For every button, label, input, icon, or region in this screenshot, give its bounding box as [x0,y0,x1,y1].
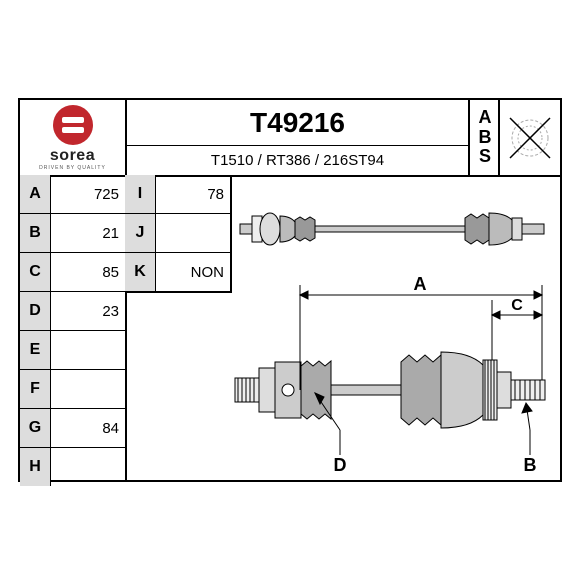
param-row: C85 [20,253,125,292]
params-mid: I78 J KNON [125,175,232,293]
param-row: KNON [125,253,230,293]
driveshaft-detail-icon [235,352,545,428]
abs-label: A B S [468,100,500,177]
logo-icon [53,105,93,145]
param-row: I78 [125,175,230,214]
param-row: B21 [20,214,125,253]
driveshaft-top-icon [240,213,544,245]
param-row: E [20,331,125,370]
cross-reference: T1510 / RT386 / 216ST94 [125,145,470,177]
logo-cell: sorea DRIVEN BY QUALITY [20,100,127,177]
abs-a: A [479,108,492,128]
param-row: J [125,214,230,253]
dim-label-d: D [334,455,347,475]
gear-crossed-icon [505,113,555,163]
param-row: H [20,448,125,486]
param-row: D23 [20,292,125,331]
technical-drawing: A C [230,175,560,480]
dim-label-b: B [524,455,537,475]
part-number-title: T49216 [125,100,470,146]
logo-tagline: DRIVEN BY QUALITY [39,165,106,171]
dimension-a [300,285,542,360]
abs-s: S [479,147,491,167]
param-row: A725 [20,175,125,214]
dimension-b [522,403,532,455]
gear-cell [498,100,560,177]
params-left: A725 B21 C85 D23 E F G84 H [20,175,127,480]
param-row: G84 [20,409,125,448]
datasheet: sorea DRIVEN BY QUALITY T49216 T1510 / R… [18,98,562,482]
dim-label-c: C [511,297,523,314]
param-row: F [20,370,125,409]
logo-text: sorea [50,147,95,165]
dim-label-a: A [414,274,427,294]
abs-b: B [479,128,492,148]
